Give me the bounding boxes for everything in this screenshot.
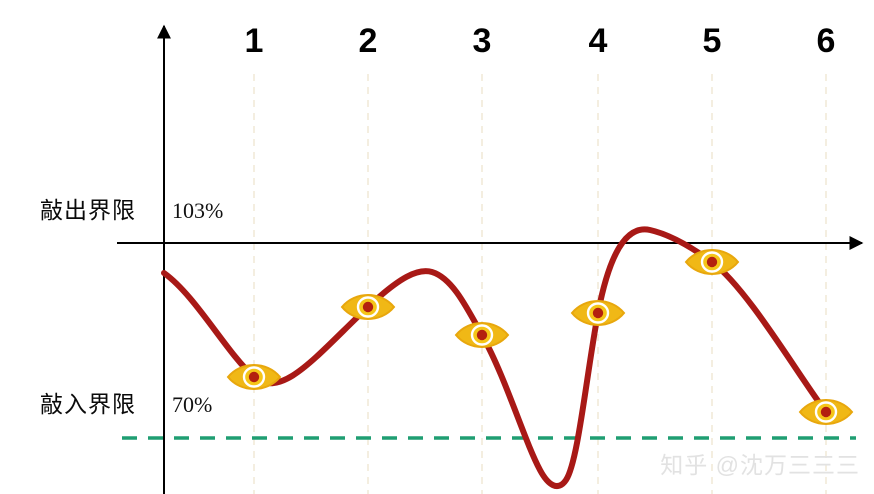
- observation-marker-4[interactable]: [570, 300, 626, 326]
- observation-marker-5[interactable]: [684, 249, 740, 275]
- observation-markers: [226, 249, 854, 425]
- observation-marker-3[interactable]: [454, 322, 510, 348]
- observation-marker-6[interactable]: [798, 399, 854, 425]
- eye-pupil-icon: [706, 256, 718, 268]
- knock-out-label: 敲出界限: [40, 198, 136, 223]
- knock-in-value: 70%: [172, 392, 213, 417]
- gridlines: [253, 74, 827, 494]
- knock-in-label: 敲入界限: [40, 392, 136, 417]
- observation-label-1: 1: [244, 22, 264, 60]
- knock-out-value: 103%: [172, 198, 224, 223]
- observation-marker-1[interactable]: [226, 364, 282, 390]
- eye-pupil-icon: [592, 307, 604, 319]
- eye-pupil-icon: [362, 301, 374, 313]
- eye-pupil-icon: [248, 371, 260, 383]
- eye-pupil-icon: [820, 406, 832, 418]
- observation-label-3: 3: [472, 22, 492, 60]
- observation-marker-2[interactable]: [340, 294, 396, 320]
- observation-label-5: 5: [702, 22, 722, 60]
- price-curve: [161, 226, 829, 490]
- watermark: 知乎 @沈万三三三: [660, 452, 860, 478]
- observation-label-6: 6: [816, 22, 836, 60]
- eye-pupil-icon: [476, 329, 488, 341]
- observation-label-4: 4: [588, 22, 608, 60]
- observation-label-2: 2: [358, 22, 378, 60]
